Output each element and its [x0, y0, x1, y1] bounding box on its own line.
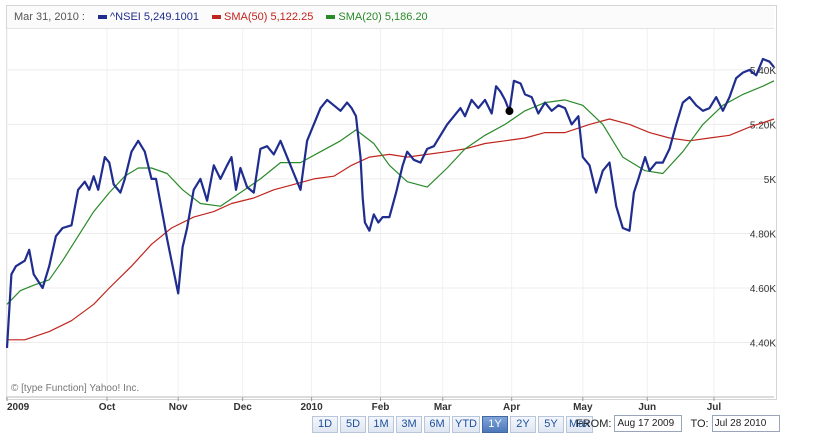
legend-date: Mar 31, 2010 : — [14, 11, 85, 23]
legend-name-sma20: SMA(20) — [338, 11, 382, 23]
range-button-5d[interactable]: 5D — [340, 416, 366, 433]
range-button-max[interactable]: Max — [566, 416, 593, 433]
x-tick-label: 2010 — [300, 402, 323, 413]
range-button-1m[interactable]: 1M — [368, 416, 394, 433]
chart-frame — [6, 5, 777, 400]
date-range: FROM: TO: — [576, 415, 780, 432]
to-date-input[interactable] — [711, 415, 780, 432]
chart-legend: Mar 31, 2010 : ^NSEI 5,249.1001 SMA(50) … — [7, 6, 774, 29]
range-button-6m[interactable]: 6M — [424, 416, 450, 433]
y-tick-label: 4.40K — [750, 338, 776, 349]
range-button-1d[interactable]: 1D — [312, 416, 338, 433]
range-button-1y[interactable]: 1Y — [482, 416, 508, 433]
x-tick-label: Mar — [434, 402, 452, 413]
x-tick-label: May — [573, 402, 593, 413]
price-chart[interactable]: 4.40K 4.60K 4.80K 5K 5.20K 5.40K 2009 Oct Nov Dec… — [0, 0, 826, 415]
range-button-ytd[interactable]: YTD — [452, 416, 480, 433]
legend-value-sma20: 5,186.20 — [384, 11, 428, 23]
legend-item-sma20: SMA(20) 5,186.20 — [326, 11, 428, 23]
legend-name-nsei: ^NSEI — [110, 11, 141, 23]
hover-marker-point — [505, 107, 514, 116]
legend-value-sma50: 5,122.25 — [270, 11, 314, 23]
x-tick-label: Oct — [99, 402, 116, 413]
to-label: TO: — [690, 417, 709, 430]
x-tick-label: 2009 — [7, 402, 30, 413]
series-sma50 — [7, 118, 775, 341]
x-tick-label: Apr — [503, 402, 520, 413]
y-tick-label: 4.60K — [750, 284, 776, 295]
series-nsei — [5, 57, 775, 348]
copyright-text: © [type Function] Yahoo! Inc. — [11, 383, 140, 394]
legend-value-nsei: 5,249.1001 — [143, 11, 199, 23]
legend-item-sma50: SMA(50) 5,122.25 — [212, 11, 316, 23]
x-tick-label: Jun — [638, 402, 656, 413]
legend-item-nsei: ^NSEI 5,249.1001 — [98, 11, 202, 23]
y-tick-label: 5.20K — [750, 120, 776, 131]
range-button-3m[interactable]: 3M — [396, 416, 422, 433]
y-tick-label: 5.40K — [750, 66, 776, 77]
legend-swatch-nsei — [98, 15, 107, 20]
x-tick-label: Nov — [169, 402, 188, 413]
x-tick-label: Jul — [707, 402, 722, 413]
series-line — [6, 80, 775, 305]
range-button-2y[interactable]: 2Y — [510, 416, 536, 433]
from-label: FROM: — [576, 417, 612, 430]
legend-swatch-sma20 — [326, 15, 336, 20]
x-tick-label: Feb — [372, 402, 390, 413]
y-tick-label: 4.80K — [750, 229, 776, 240]
y-tick-label: 5K — [764, 175, 777, 186]
legend-name-sma50: SMA(50) — [224, 11, 268, 23]
x-tick-label: Dec — [233, 402, 252, 413]
legend-swatch-sma50 — [212, 15, 222, 20]
range-button-5y[interactable]: 5Y — [538, 416, 564, 433]
series-line — [7, 118, 775, 341]
from-date-input[interactable] — [614, 415, 683, 432]
range-selector: 1D 5D 1M 3M 6M YTD 1Y 2Y 5Y Max — [312, 416, 593, 433]
series-line — [5, 57, 775, 348]
